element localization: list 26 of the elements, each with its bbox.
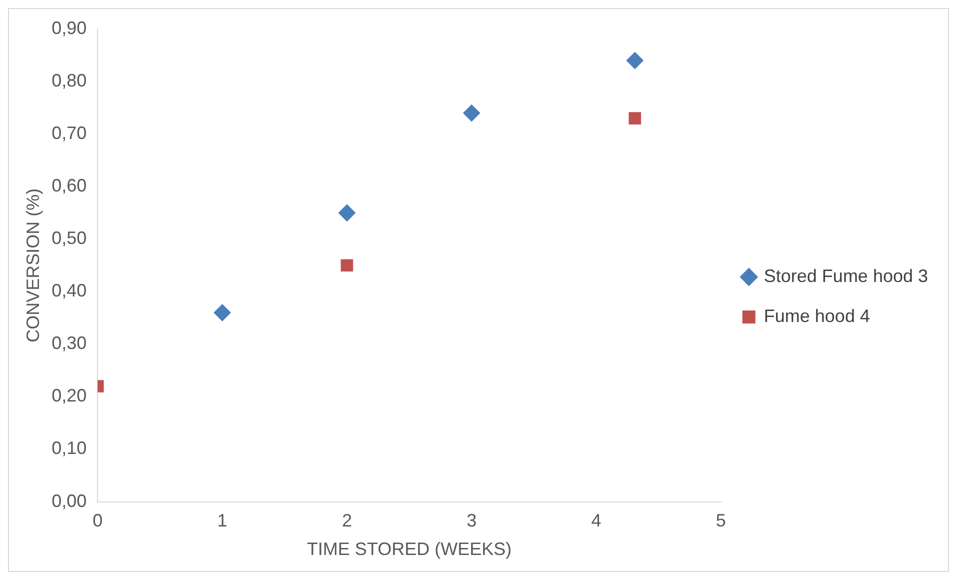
x-tick-label: 4 (591, 510, 602, 531)
y-tick-label: 0,90 (52, 18, 87, 38)
y-tick-label: 0,00 (52, 490, 87, 511)
y-tick-label: 0,70 (52, 123, 87, 144)
y-axis-title: CONVERSION (%) (22, 188, 43, 342)
point (340, 259, 354, 272)
x-tick-label: 0 (92, 510, 103, 531)
point (338, 204, 356, 222)
point (463, 104, 480, 122)
y-tick-label: 0,50 (52, 228, 87, 248)
point (626, 52, 644, 70)
legend-label: Stored Fume hood 3 (764, 266, 928, 286)
legend-label: Fume hood 4 (764, 306, 870, 326)
x-tick-label: 3 (466, 510, 477, 531)
point (214, 304, 231, 322)
y-tick-label: 0,10 (52, 438, 87, 458)
x-tick-label: 5 (716, 510, 726, 531)
y-tick-label: 0,30 (52, 333, 87, 354)
y-tick-label: 0,60 (52, 176, 87, 196)
point (628, 112, 642, 124)
x-tick-label: 2 (342, 510, 352, 531)
y-tick-label: 0,80 (52, 70, 87, 90)
x-tick-label: 1 (217, 510, 228, 531)
y-tick-label: 0,40 (52, 280, 87, 301)
x-axis-title: TIME STORED (WEEKS) (306, 539, 512, 560)
y-tick-label: 0,20 (52, 386, 87, 406)
